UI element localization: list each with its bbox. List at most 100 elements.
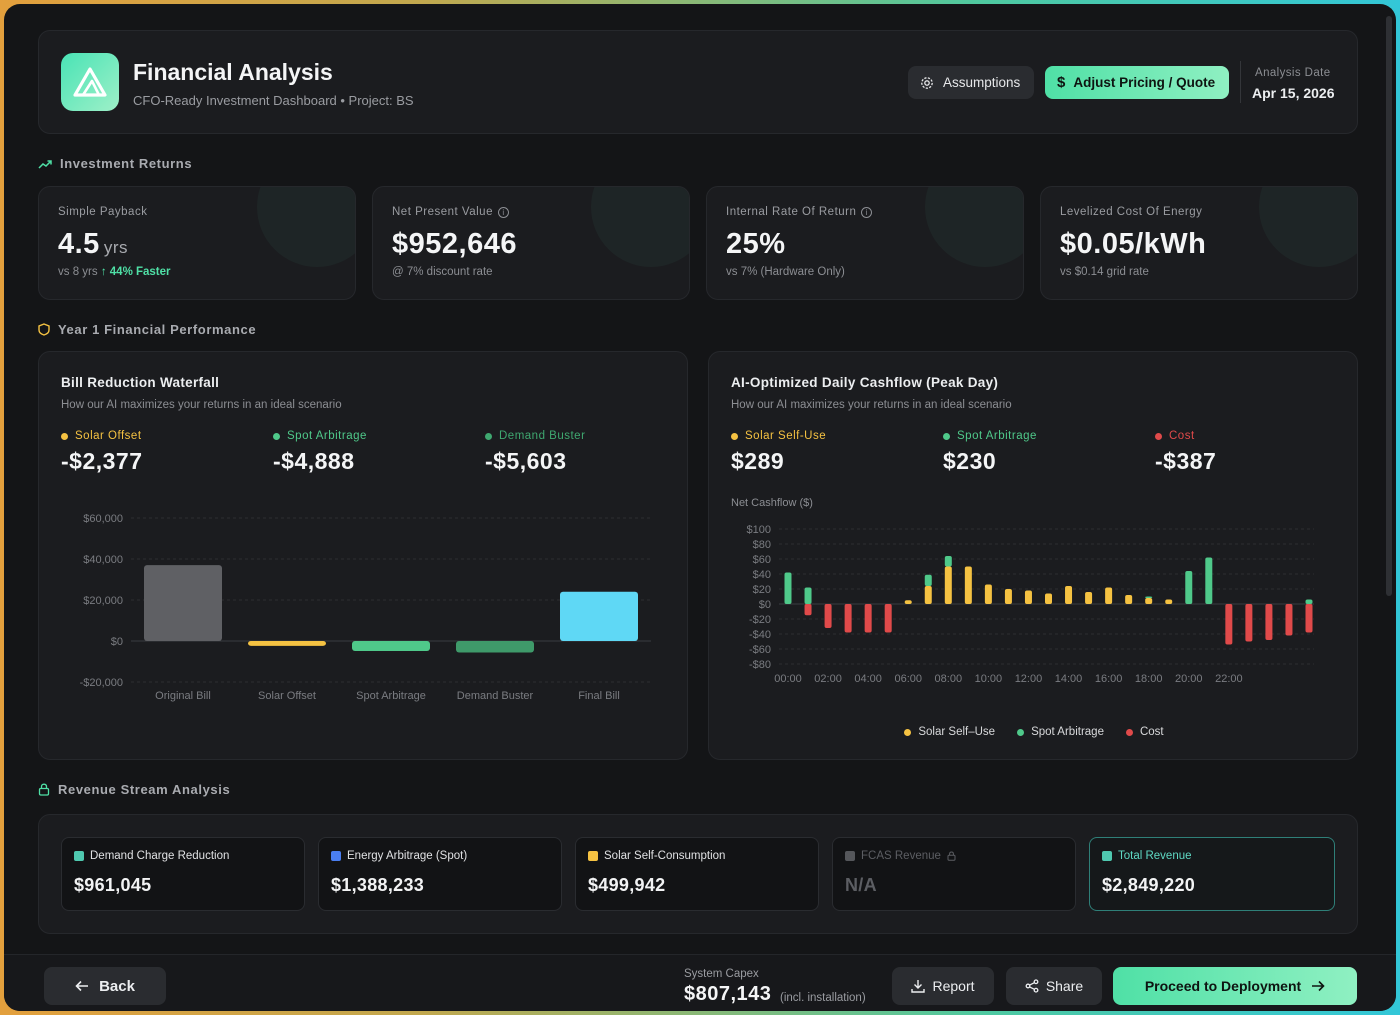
- legend-dot: [943, 432, 950, 440]
- legend-dot: [1155, 432, 1162, 440]
- header-divider: [1240, 61, 1241, 103]
- revenue-label: Solar Self-Consumption: [588, 850, 725, 862]
- panel-subtitle: How our AI maximizes your returns in an …: [731, 399, 1012, 411]
- waterfall-panel: Bill Reduction Waterfall How our AI maxi…: [38, 351, 688, 760]
- bar-segment: [844, 604, 852, 633]
- x-tick-label: Final Bill: [578, 690, 620, 702]
- kpi-npv: Net Present Value i $952,646 @ 7% discoun…: [372, 186, 690, 300]
- revenue-value: $2,849,220: [1102, 875, 1196, 895]
- legend-dot: [273, 432, 280, 440]
- y-tick-label: $60: [753, 554, 771, 566]
- bar-segment: [1145, 598, 1153, 604]
- revenue-value: N/A: [845, 875, 877, 895]
- kpi-sub-text: vs 8 yrs: [58, 266, 98, 278]
- revenue-label: FCAS Revenue: [845, 850, 956, 862]
- share-button[interactable]: Share: [1006, 967, 1102, 1005]
- color-swatch: [331, 851, 341, 861]
- kpi-simple-payback: Simple Payback 4.5 yrs vs 8 yrs ↑ 44% Fas…: [38, 186, 356, 300]
- legend-dot: [1125, 728, 1133, 736]
- y-tick-label: -$80: [749, 659, 771, 671]
- bar-segment: [904, 600, 912, 604]
- assumptions-button[interactable]: Assumptions: [908, 66, 1034, 99]
- bar-segment: [1205, 557, 1213, 604]
- bar-segment: [1145, 596, 1153, 598]
- stat-label: Cost: [1155, 430, 1216, 442]
- bar-segment: [1305, 599, 1313, 604]
- app-window: Financial Analysis CFO-Ready Investment …: [4, 4, 1396, 1011]
- stat-label: Solar Self-Use: [731, 430, 826, 442]
- bar-segment: [1305, 604, 1313, 633]
- legend-item[interactable]: Cost: [1125, 726, 1164, 738]
- revenue-panel: Demand Charge Reduction $961,045 Energy …: [38, 814, 1358, 934]
- report-button[interactable]: Report: [892, 967, 994, 1005]
- revenue-value: $961,045: [74, 875, 152, 895]
- legend-dot: [731, 432, 738, 440]
- y-tick-label: $100: [747, 524, 771, 536]
- info-icon[interactable]: i: [497, 206, 509, 218]
- stat-value: $289: [731, 448, 785, 474]
- revenue-label: Total Revenue: [1102, 850, 1192, 862]
- revenue-value: $1,388,233: [331, 875, 425, 895]
- revenue-demand-charge: Demand Charge Reduction $961,045: [61, 837, 305, 911]
- bar-segment: [1085, 592, 1093, 604]
- bar-segment: [1045, 593, 1052, 604]
- legend-item[interactable]: Solar Self–Use: [904, 726, 995, 738]
- info-icon[interactable]: i: [861, 206, 873, 218]
- section-label: Year 1 Financial Performance: [58, 322, 257, 337]
- header-card: Financial Analysis CFO-Ready Investment …: [38, 30, 1358, 134]
- stat-solar-self-use: Solar Self-Use $289: [731, 430, 826, 475]
- x-tick-label: 02:00: [814, 673, 842, 685]
- adjust-pricing-label: Adjust Pricing / Quote: [1073, 75, 1216, 90]
- stat-value: -$4,888: [273, 448, 355, 474]
- stat-label-text: Solar Offset: [75, 430, 142, 442]
- bar-segment: [884, 604, 892, 633]
- stat-label-text: Spot Arbitrage: [957, 430, 1037, 442]
- revenue-label-text: Solar Self-Consumption: [604, 850, 726, 862]
- x-tick-label: 08:00: [935, 673, 963, 685]
- color-swatch: [74, 851, 84, 861]
- x-tick-label: 18:00: [1135, 673, 1163, 685]
- proceed-to-deployment-button[interactable]: Proceed to Deployment: [1113, 967, 1357, 1005]
- bar: [352, 641, 430, 652]
- bar-segment: [1285, 604, 1293, 636]
- page-title: Financial Analysis: [133, 59, 333, 85]
- footer-bar: Back System Capex $807,143 (incl. instal…: [4, 954, 1396, 1011]
- app-logo: [61, 53, 119, 111]
- stat-demand-buster: Demand Buster -$5,603: [485, 430, 585, 475]
- y-tick-label: -$20: [749, 614, 771, 626]
- legend-dot: [485, 432, 492, 440]
- dollar-icon: $: [1057, 74, 1066, 91]
- section-label: Revenue Stream Analysis: [58, 782, 231, 797]
- y-tick-label: -$20,000: [80, 677, 123, 689]
- kpi-irr: Internal Rate Of Return i 25% vs 7% (Hard…: [706, 186, 1024, 300]
- axis-title: Net Cashflow ($): [731, 497, 813, 509]
- stat-label: Demand Buster: [485, 430, 585, 442]
- kpi-decoration: [925, 187, 1023, 267]
- y-tick-label: -$40: [749, 629, 771, 641]
- shield-icon: [38, 323, 50, 336]
- bar-segment: [1165, 599, 1173, 604]
- scrollbar[interactable]: [1386, 16, 1392, 596]
- section-revenue-stream: Revenue Stream Analysis: [38, 782, 230, 797]
- back-button[interactable]: Back: [44, 967, 166, 1005]
- section-investment-returns: Investment Returns: [38, 156, 192, 171]
- legend-label: Solar Self–Use: [918, 726, 996, 738]
- bar-segment: [1225, 604, 1233, 645]
- bar-segment: [1125, 595, 1133, 604]
- y-tick-label: $20,000: [83, 595, 123, 607]
- x-tick-label: Spot Arbitrage: [356, 690, 426, 702]
- bar: [248, 641, 326, 646]
- legend-item[interactable]: Spot Arbitrage: [1017, 726, 1104, 738]
- revenue-energy-arbitrage: Energy Arbitrage (Spot) $1,388,233: [318, 837, 562, 911]
- capex-note: (incl. installation): [780, 992, 866, 1004]
- kpi-unit: yrs: [103, 238, 128, 257]
- y-tick-label: $20: [753, 584, 771, 596]
- share-icon: [1025, 979, 1039, 993]
- kpi-label-row: Net Present Value i: [392, 206, 509, 218]
- revenue-label-text: Demand Charge Reduction: [90, 850, 230, 862]
- y-tick-label: $40,000: [83, 554, 123, 566]
- stat-label: Solar Offset: [61, 430, 143, 442]
- x-tick-label: Original Bill: [155, 690, 211, 702]
- bar-segment: [804, 604, 812, 616]
- adjust-pricing-button[interactable]: $ Adjust Pricing / Quote: [1045, 66, 1229, 99]
